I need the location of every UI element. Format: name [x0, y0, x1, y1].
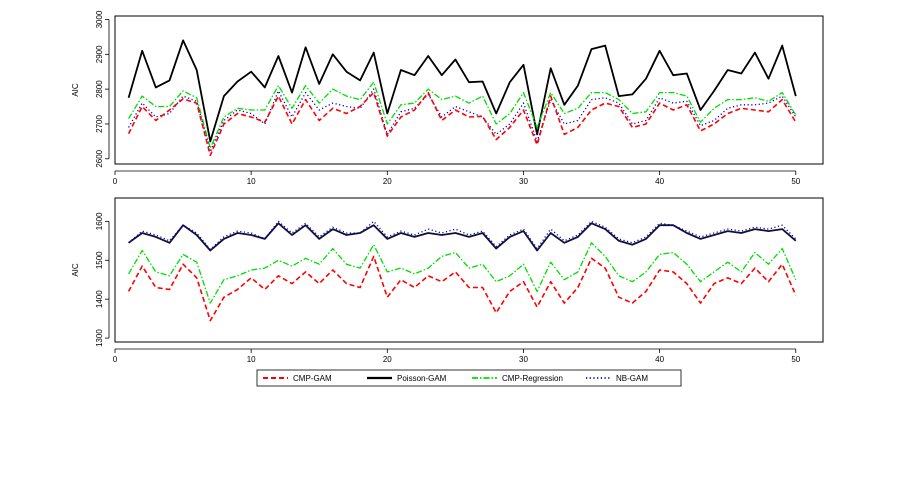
y-axis-label: AIC: [71, 83, 80, 97]
x-tick-label: 30: [519, 177, 528, 186]
legend-box: [256, 369, 682, 387]
x-tick-label: 30: [519, 355, 528, 364]
series-line-poisson-gam: [127, 39, 797, 143]
x-tick-label: 20: [383, 355, 392, 364]
legend-label: NB-GAM: [616, 374, 648, 383]
x-tick-label: 10: [247, 355, 256, 364]
series-line-cmp-gam: [127, 91, 797, 157]
series-line-cmp-regression: [128, 81, 797, 149]
x-tick-label: 50: [791, 355, 800, 364]
x-tick-label: 50: [791, 177, 800, 186]
legend-label: Poisson-GAM: [397, 374, 447, 383]
y-tick-label: 1300: [95, 329, 104, 347]
x-tick-label: 20: [383, 177, 392, 186]
legend-label: CMP-GAM: [293, 374, 332, 383]
series-line-nb-gam: [128, 88, 797, 153]
legend-label: CMP-Regression: [502, 374, 563, 383]
y-tick-label: 2700: [95, 115, 104, 133]
legend: CMP-GAM Poisson-GAM CMP-Regression NB-GAM: [256, 369, 682, 387]
plot-frame: [114, 15, 824, 165]
series-line-cmp-regression: [128, 242, 797, 304]
bottom-panel: 0 10 20 30 40 50 1300 1400 1500 1600 AIC: [71, 197, 824, 364]
y-tick-label: 2600: [95, 149, 104, 167]
x-tick-label: 0: [113, 355, 118, 364]
y-tick-label: 1400: [95, 290, 104, 308]
x-tick-label: 0: [113, 177, 118, 186]
y-tick-label: 1600: [95, 212, 104, 230]
series-line-poisson-gam: [128, 222, 797, 252]
series-line-cmp-gam: [127, 255, 797, 322]
y-tick-label: 3000: [95, 10, 104, 28]
plot-frame: [114, 197, 824, 343]
x-tick-label: 40: [655, 355, 664, 364]
top-panel: 0 10 20 30 40 50 2600 2700 2800 2900 3000 AIC: [71, 10, 824, 186]
x-tick-label: 40: [655, 177, 664, 186]
y-axis-label: AIC: [71, 263, 80, 277]
y-tick-label: 1500: [95, 251, 104, 269]
x-tick-label: 10: [247, 177, 256, 186]
y-tick-label: 2800: [95, 80, 104, 98]
y-tick-label: 2900: [95, 45, 104, 63]
